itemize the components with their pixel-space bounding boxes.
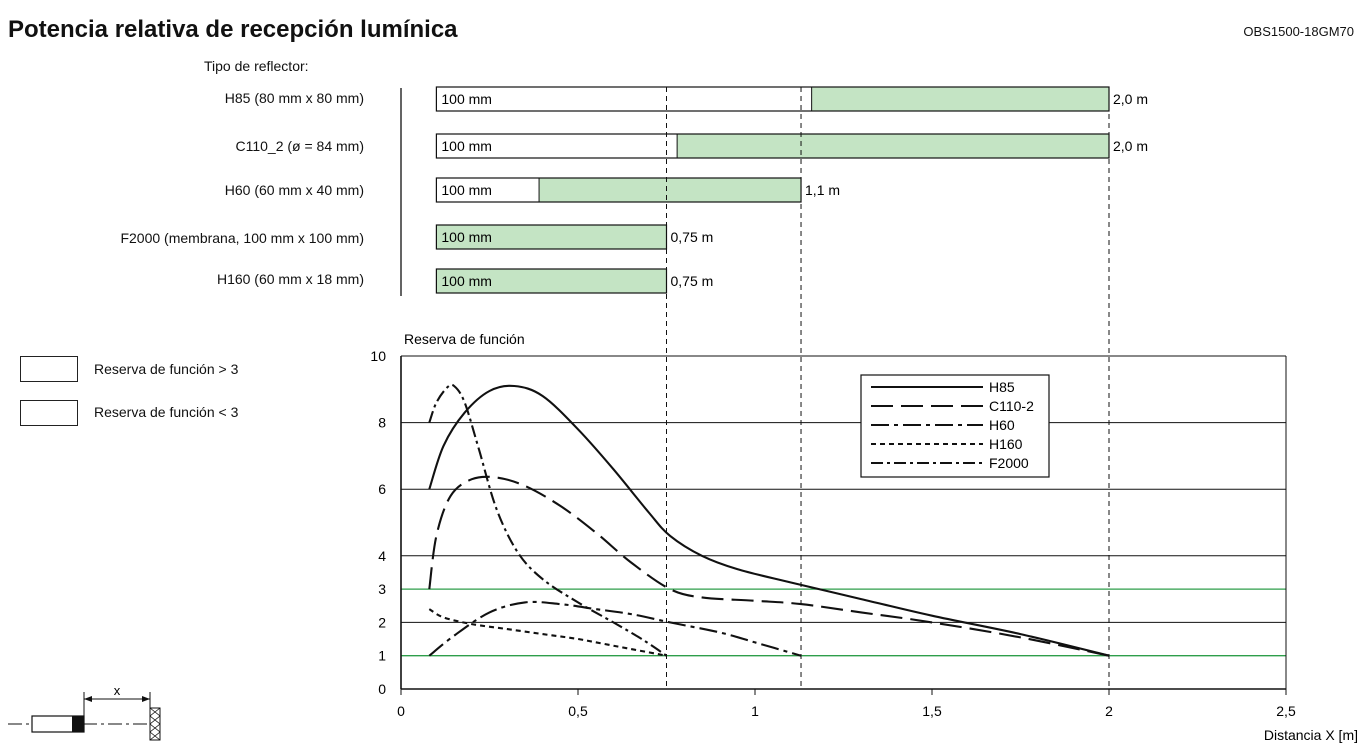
bar-outline-3 — [435, 224, 668, 250]
x-axis-label: Distancia X [m] — [1264, 727, 1358, 743]
series-line-h160 — [428, 608, 667, 657]
model-number: OBS1500-18GM70 — [1243, 24, 1354, 39]
legend-entry-h160: H160 — [989, 436, 1023, 452]
bar-start-label-3: 100 mm — [441, 229, 492, 245]
y-tick-label-1: 1 — [378, 648, 386, 664]
sensor-sketch-icon: x — [8, 683, 161, 741]
bar-below-3-2 — [539, 178, 802, 202]
bar-below-3-3 — [436, 225, 667, 249]
bar-start-label-2: 100 mm — [441, 182, 492, 198]
series-line-c110-2 — [428, 475, 1110, 657]
legend-entry-f2000: F2000 — [989, 455, 1029, 471]
function-reserve-plot: Reserva de función Distancia X [m] 0 1 2 3 4… — [370, 87, 1358, 743]
bar-end-label-1: 2,0 m — [1113, 138, 1148, 154]
x-tick-label-4: 2 — [1105, 703, 1113, 719]
bar-above-3-1 — [436, 134, 678, 158]
bar-end-label-2: 1,1 m — [805, 182, 840, 198]
svg-text:x: x — [114, 683, 121, 698]
reflector-label-h60: H60 (60 mm x 40 mm) — [224, 182, 364, 198]
y-tick-label-3: 3 — [378, 581, 386, 597]
reflector-label-c110: C110_2 (ø = 84 mm) — [235, 138, 364, 154]
bar-start-label-1: 100 mm — [441, 138, 492, 154]
legend-entry-c110-2: C110-2 — [989, 398, 1034, 414]
bar-below-3-4 — [436, 269, 667, 293]
legend-entry-h60: H60 — [989, 417, 1015, 433]
x-tick-label-2: 1 — [751, 703, 759, 719]
y-axis-label: Reserva de función — [404, 331, 525, 347]
page-title: Potencia relativa de recepción lumínica — [8, 16, 458, 43]
series-line-f2000 — [428, 383, 668, 657]
reflector-label-h160: H160 (60 mm x 18 mm) — [216, 271, 364, 287]
y-tick-label-0: 0 — [378, 681, 386, 697]
x-tick-label-5: 2,5 — [1276, 703, 1296, 719]
bar-start-label-0: 100 mm — [441, 91, 492, 107]
series-legend: H85 C110-2 H60 H160 F2000 — [860, 374, 1050, 478]
bar-end-label-0: 2,0 m — [1113, 91, 1148, 107]
range-bars: 100 mm 2,0 m 100 mm 2,0 m 100 mm 1,1 m 100 mm 0… — [400, 86, 1148, 296]
x-tick-label-0: 0 — [397, 703, 405, 719]
bar-below-3-1 — [677, 134, 1109, 158]
legend-label-below-3: Reserva de función < 3 — [94, 404, 239, 420]
legend-label-above-3: Reserva de función > 3 — [94, 361, 239, 377]
bar-end-label-4: 0,75 m — [671, 273, 714, 289]
series-legend-box — [860, 374, 1050, 478]
reflector-type-heading: Tipo de reflector: — [204, 58, 309, 74]
y-tick-label-6: 8 — [378, 415, 386, 431]
y-tick-label-2: 2 — [378, 614, 386, 630]
legend-entry-h85: H85 — [989, 379, 1015, 395]
bar-below-3-0 — [811, 87, 1109, 111]
legend-swatch-above-3 — [20, 356, 78, 382]
x-tick-label-3: 1,5 — [922, 703, 942, 719]
bar-start-label-4: 100 mm — [441, 273, 492, 289]
bar-end-label-3: 0,75 m — [671, 229, 714, 245]
x-tick-label-1: 0,5 — [568, 703, 588, 719]
series-line-h60 — [428, 600, 802, 657]
reflector-label-f2000: F2000 (membrana, 100 mm x 100 mm) — [120, 230, 364, 246]
series-line-h85 — [428, 384, 1110, 657]
reflector-label-h85: H85 (80 mm x 80 mm) — [224, 90, 364, 106]
y-tick-label-7: 10 — [370, 348, 386, 364]
bar-above-3-2 — [436, 178, 540, 202]
legend-swatch-below-3 — [20, 400, 78, 426]
y-tick-label-4: 4 — [378, 548, 386, 564]
y-tick-label-5: 6 — [378, 481, 386, 497]
bar-above-3-0 — [436, 87, 812, 111]
